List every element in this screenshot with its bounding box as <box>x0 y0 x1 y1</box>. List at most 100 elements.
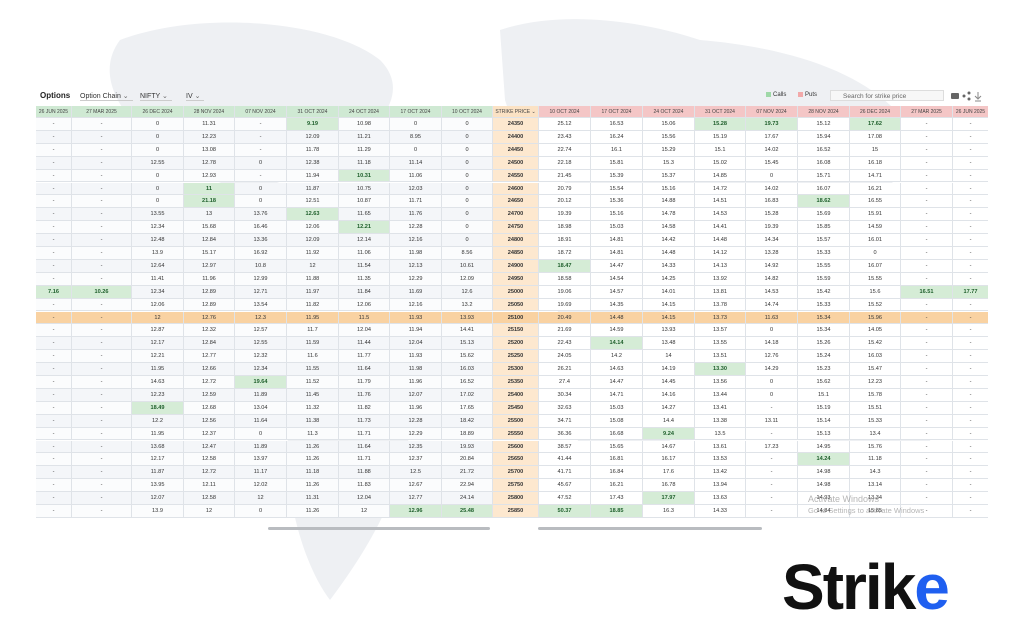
iv-cell: - <box>901 350 953 364</box>
iv-cell: 15.55 <box>798 259 850 273</box>
iv-cell: 11.59 <box>287 337 339 351</box>
iv-cell: 12.87 <box>132 324 184 338</box>
iv-cell: 0 <box>132 130 184 144</box>
iv-cell: 16.24 <box>591 130 643 144</box>
iv-cell: 18.62 <box>798 195 850 209</box>
iv-cell: 11.26 <box>287 440 339 454</box>
iv-cell: 11.17 <box>235 466 287 480</box>
iv-cell: 14.67 <box>643 440 695 454</box>
iv-cell: 13.63 <box>695 492 746 505</box>
column-header: 07 NOV 2024 <box>235 106 287 118</box>
iv-cell: 15.19 <box>695 130 746 144</box>
iv-cell: 14.71 <box>591 388 643 402</box>
iv-cell: 12.55 <box>132 156 184 170</box>
iv-cell: 13.55 <box>132 208 184 222</box>
scrollbar[interactable] <box>538 527 762 530</box>
iv-cell: 16.3 <box>643 505 695 518</box>
iv-cell: 17.43 <box>591 492 643 505</box>
legend-label: Puts <box>805 92 818 99</box>
iv-cell: 13.5 <box>695 427 746 441</box>
iv-cell: 12.07 <box>132 492 184 505</box>
iv-cell: 13.04 <box>235 401 287 415</box>
iv-cell: 16.51 <box>901 285 953 299</box>
iv-cell: 0 <box>442 234 493 247</box>
strike-cell: 24700 <box>493 208 539 222</box>
iv-cell: - <box>72 118 132 131</box>
header-row: 26 JUN 2025 27 MAR 2025 26 DEC 2024 28 NOV … <box>36 106 988 118</box>
icon-download[interactable] <box>974 92 982 102</box>
strike-cell: 25800 <box>493 492 539 505</box>
iv-cell: 16.92 <box>235 247 287 260</box>
iv-cell: 12.5 <box>390 466 442 480</box>
iv-cell: 15.24 <box>798 350 850 364</box>
strike-cell: 24850 <box>493 247 539 260</box>
iv-cell: 16.84 <box>591 466 643 480</box>
strike-cell: 24950 <box>493 272 539 286</box>
iv-cell: 15.65 <box>591 440 643 454</box>
dropdown[interactable]: IV <box>186 92 205 101</box>
iv-cell: 15.26 <box>798 337 850 351</box>
iv-cell: 11.96 <box>390 376 442 389</box>
iv-cell: 13 <box>184 208 235 222</box>
iv-cell: 50.37 <box>539 505 591 518</box>
iv-cell: 11.78 <box>287 143 339 157</box>
strike-cell: 24450 <box>493 143 539 157</box>
iv-cell: - <box>235 130 287 144</box>
iv-cell: 15.03 <box>591 221 643 235</box>
iv-cell: 11.6 <box>287 350 339 364</box>
iv-cell: - <box>36 324 72 338</box>
iv-cell: 12.03 <box>390 182 442 196</box>
iv-cell: 14.41 <box>442 324 493 338</box>
iv-cell: 11.18 <box>850 453 901 467</box>
iv-cell: 12.89 <box>184 298 235 312</box>
column-header: 27 MAR 2025 <box>901 106 953 118</box>
search-box[interactable]: Search for strike price <box>830 90 944 101</box>
dropdown[interactable]: NIFTY <box>140 92 172 101</box>
iv-cell: 15.45 <box>746 156 798 170</box>
iv-cell: 12.21 <box>132 350 184 364</box>
column-header: 07 NOV 2024 <box>746 106 798 118</box>
iv-cell: 14.4 <box>643 414 695 428</box>
iv-cell: - <box>36 453 72 467</box>
iv-cell: - <box>901 169 953 183</box>
data-row: - -12.64 12.97 10.8 12 11.54 12.13 10.61 24900 18… <box>36 259 988 273</box>
iv-cell: 14.71 <box>850 169 901 183</box>
iv-cell: 13.56 <box>695 376 746 389</box>
iv-cell: - <box>953 324 988 338</box>
iv-cell: 11.71 <box>339 453 390 467</box>
iv-cell: 16.03 <box>850 350 901 364</box>
iv-cell: - <box>901 259 953 273</box>
iv-cell: 12.6 <box>442 285 493 299</box>
iv-cell: - <box>72 169 132 183</box>
iv-cell: 0 <box>442 169 493 183</box>
scrollbar[interactable] <box>268 527 490 530</box>
iv-cell: 12.02 <box>235 479 287 493</box>
iv-cell: 0 <box>442 182 493 196</box>
iv-cell: 11.7 <box>287 324 339 338</box>
section-title: Options <box>40 91 71 100</box>
iv-cell: - <box>901 130 953 144</box>
iv-cell: 11.94 <box>287 169 339 183</box>
iv-cell: 14.05 <box>850 324 901 338</box>
iv-cell: 18.98 <box>539 221 591 235</box>
iv-cell: - <box>953 363 988 376</box>
strike-cell: 25000 <box>493 285 539 299</box>
dropdown[interactable]: Option Chain <box>80 92 133 101</box>
iv-cell: 14.53 <box>746 285 798 299</box>
iv-cell: 19.73 <box>746 118 798 131</box>
iv-cell: 0 <box>442 130 493 144</box>
iv-cell: 14.12 <box>695 247 746 260</box>
iv-cell: 14.27 <box>643 401 695 415</box>
iv-cell: 15.16 <box>591 208 643 222</box>
iv-cell: 14.78 <box>643 208 695 222</box>
iv-cell: 12.58 <box>184 453 235 467</box>
iv-cell: - <box>901 414 953 428</box>
column-header: 24 OCT 2024 <box>339 106 390 118</box>
strike-cell: 24900 <box>493 259 539 273</box>
icon-video[interactable] <box>951 93 959 99</box>
iv-cell: 11.87 <box>287 182 339 196</box>
iv-cell: 13.4 <box>850 427 901 441</box>
icon-share[interactable] <box>962 91 971 101</box>
iv-cell: - <box>36 182 72 196</box>
iv-cell: 14.33 <box>643 259 695 273</box>
